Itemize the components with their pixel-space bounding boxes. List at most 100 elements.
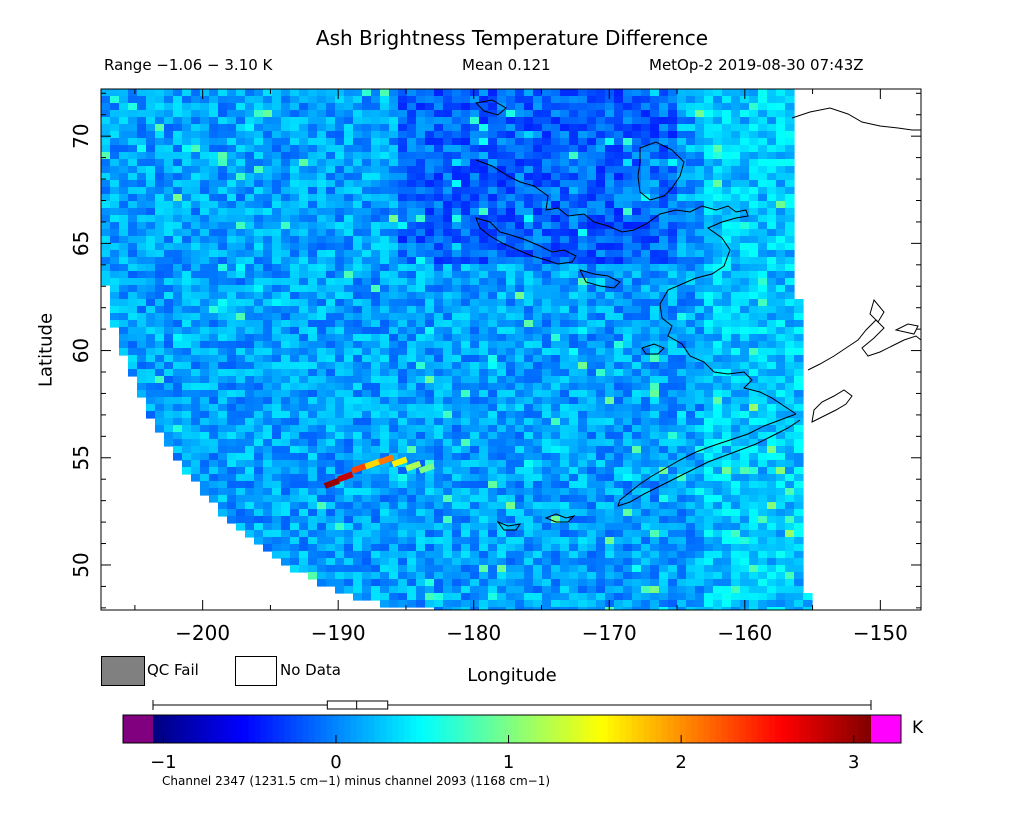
- heatmap-cell: [398, 320, 408, 328]
- heatmap-cell: [344, 138, 354, 146]
- heatmap-cell: [299, 257, 309, 265]
- heatmap-cell: [425, 243, 435, 251]
- heatmap-cell: [524, 271, 534, 279]
- heatmap-cell: [695, 145, 705, 153]
- heatmap-cell: [272, 383, 282, 391]
- heatmap-cell: [317, 327, 327, 335]
- heatmap-cell: [524, 474, 534, 482]
- heatmap-cell: [740, 110, 750, 118]
- heatmap-cell: [767, 152, 777, 160]
- heatmap-cell: [272, 334, 282, 342]
- heatmap-cell: [407, 404, 417, 412]
- heatmap-cell: [101, 222, 111, 230]
- heatmap-cell: [227, 271, 237, 279]
- heatmap-cell: [272, 215, 282, 223]
- heatmap-cell: [299, 110, 309, 118]
- heatmap-cell: [776, 124, 786, 132]
- heatmap-cell: [425, 194, 435, 202]
- heatmap-cell: [362, 446, 372, 454]
- heatmap-cell: [560, 474, 570, 482]
- heatmap-cell: [380, 411, 390, 419]
- heatmap-cell: [785, 110, 795, 118]
- heatmap-cell: [641, 411, 651, 419]
- chart-title: Ash Brightness Temperature Difference: [315, 26, 709, 50]
- heatmap-cell: [767, 509, 777, 517]
- heatmap-cell: [758, 327, 768, 335]
- heatmap-cell: [542, 187, 552, 195]
- heatmap-cell: [146, 327, 156, 335]
- heatmap-cell: [137, 208, 147, 216]
- heatmap-cell: [722, 558, 732, 566]
- range-label: Range −1.06 − 3.10 K: [104, 56, 273, 74]
- heatmap-cell: [578, 425, 588, 433]
- heatmap-cell: [254, 334, 264, 342]
- heatmap-cell: [155, 383, 165, 391]
- heatmap-cell: [767, 481, 777, 489]
- heatmap-cell: [641, 369, 651, 377]
- heatmap-cell: [353, 425, 363, 433]
- heatmap-cell: [434, 222, 444, 230]
- heatmap-cell: [740, 96, 750, 104]
- heatmap-cell: [551, 222, 561, 230]
- heatmap-cell: [119, 327, 129, 335]
- heatmap-cell: [641, 187, 651, 195]
- heatmap-cell: [470, 250, 480, 258]
- heatmap-cell: [299, 334, 309, 342]
- heatmap-cell: [209, 292, 219, 300]
- heatmap-cell: [749, 257, 759, 265]
- heatmap-cell: [236, 124, 246, 132]
- heatmap-cell: [272, 362, 282, 370]
- heatmap-cell: [335, 362, 345, 370]
- heatmap-cell: [767, 229, 777, 237]
- heatmap-cell: [569, 96, 579, 104]
- heatmap-cell: [623, 495, 633, 503]
- heatmap-cell: [137, 250, 147, 258]
- heatmap-cell: [326, 292, 336, 300]
- heatmap-cell: [650, 187, 660, 195]
- heatmap-cell: [578, 117, 588, 125]
- heatmap-cell: [722, 369, 732, 377]
- heatmap-cell: [236, 411, 246, 419]
- heatmap-cell: [740, 222, 750, 230]
- heatmap-cell: [425, 481, 435, 489]
- heatmap-cell: [722, 236, 732, 244]
- heatmap-cell: [182, 439, 192, 447]
- heatmap-cell: [128, 222, 138, 230]
- heatmap-cell: [335, 355, 345, 363]
- heatmap-cell: [389, 467, 399, 475]
- heatmap-cell: [434, 341, 444, 349]
- heatmap-cell: [182, 285, 192, 293]
- heatmap-cell: [668, 285, 678, 293]
- heatmap-cell: [767, 446, 777, 454]
- heatmap-cell: [731, 187, 741, 195]
- heatmap-cell: [245, 390, 255, 398]
- heatmap-cell: [569, 110, 579, 118]
- heatmap-cell: [101, 173, 111, 181]
- heatmap-cell: [281, 173, 291, 181]
- heatmap-cell: [344, 320, 354, 328]
- heatmap-cell: [371, 327, 381, 335]
- heatmap-cell: [794, 327, 804, 335]
- heatmap-cell: [749, 166, 759, 174]
- heatmap-cell: [443, 404, 453, 412]
- heatmap-cell: [353, 523, 363, 531]
- heatmap-cell: [632, 474, 642, 482]
- heatmap-cell: [344, 516, 354, 524]
- heatmap-cell: [443, 124, 453, 132]
- heatmap-cell: [263, 159, 273, 167]
- heatmap-cell: [164, 292, 174, 300]
- heatmap-cell: [137, 355, 147, 363]
- heatmap-cell: [452, 110, 462, 118]
- heatmap-cell: [155, 89, 165, 97]
- heatmap-cell: [335, 369, 345, 377]
- heatmap-cell: [317, 103, 327, 111]
- heatmap-cell: [551, 187, 561, 195]
- heatmap-cell: [659, 103, 669, 111]
- heatmap-cell: [587, 376, 597, 384]
- heatmap-cell: [758, 369, 768, 377]
- heatmap-cell: [353, 103, 363, 111]
- heatmap-cell: [299, 159, 309, 167]
- heatmap-cell: [146, 89, 156, 97]
- heatmap-cell: [101, 187, 111, 195]
- heatmap-cell: [767, 138, 777, 146]
